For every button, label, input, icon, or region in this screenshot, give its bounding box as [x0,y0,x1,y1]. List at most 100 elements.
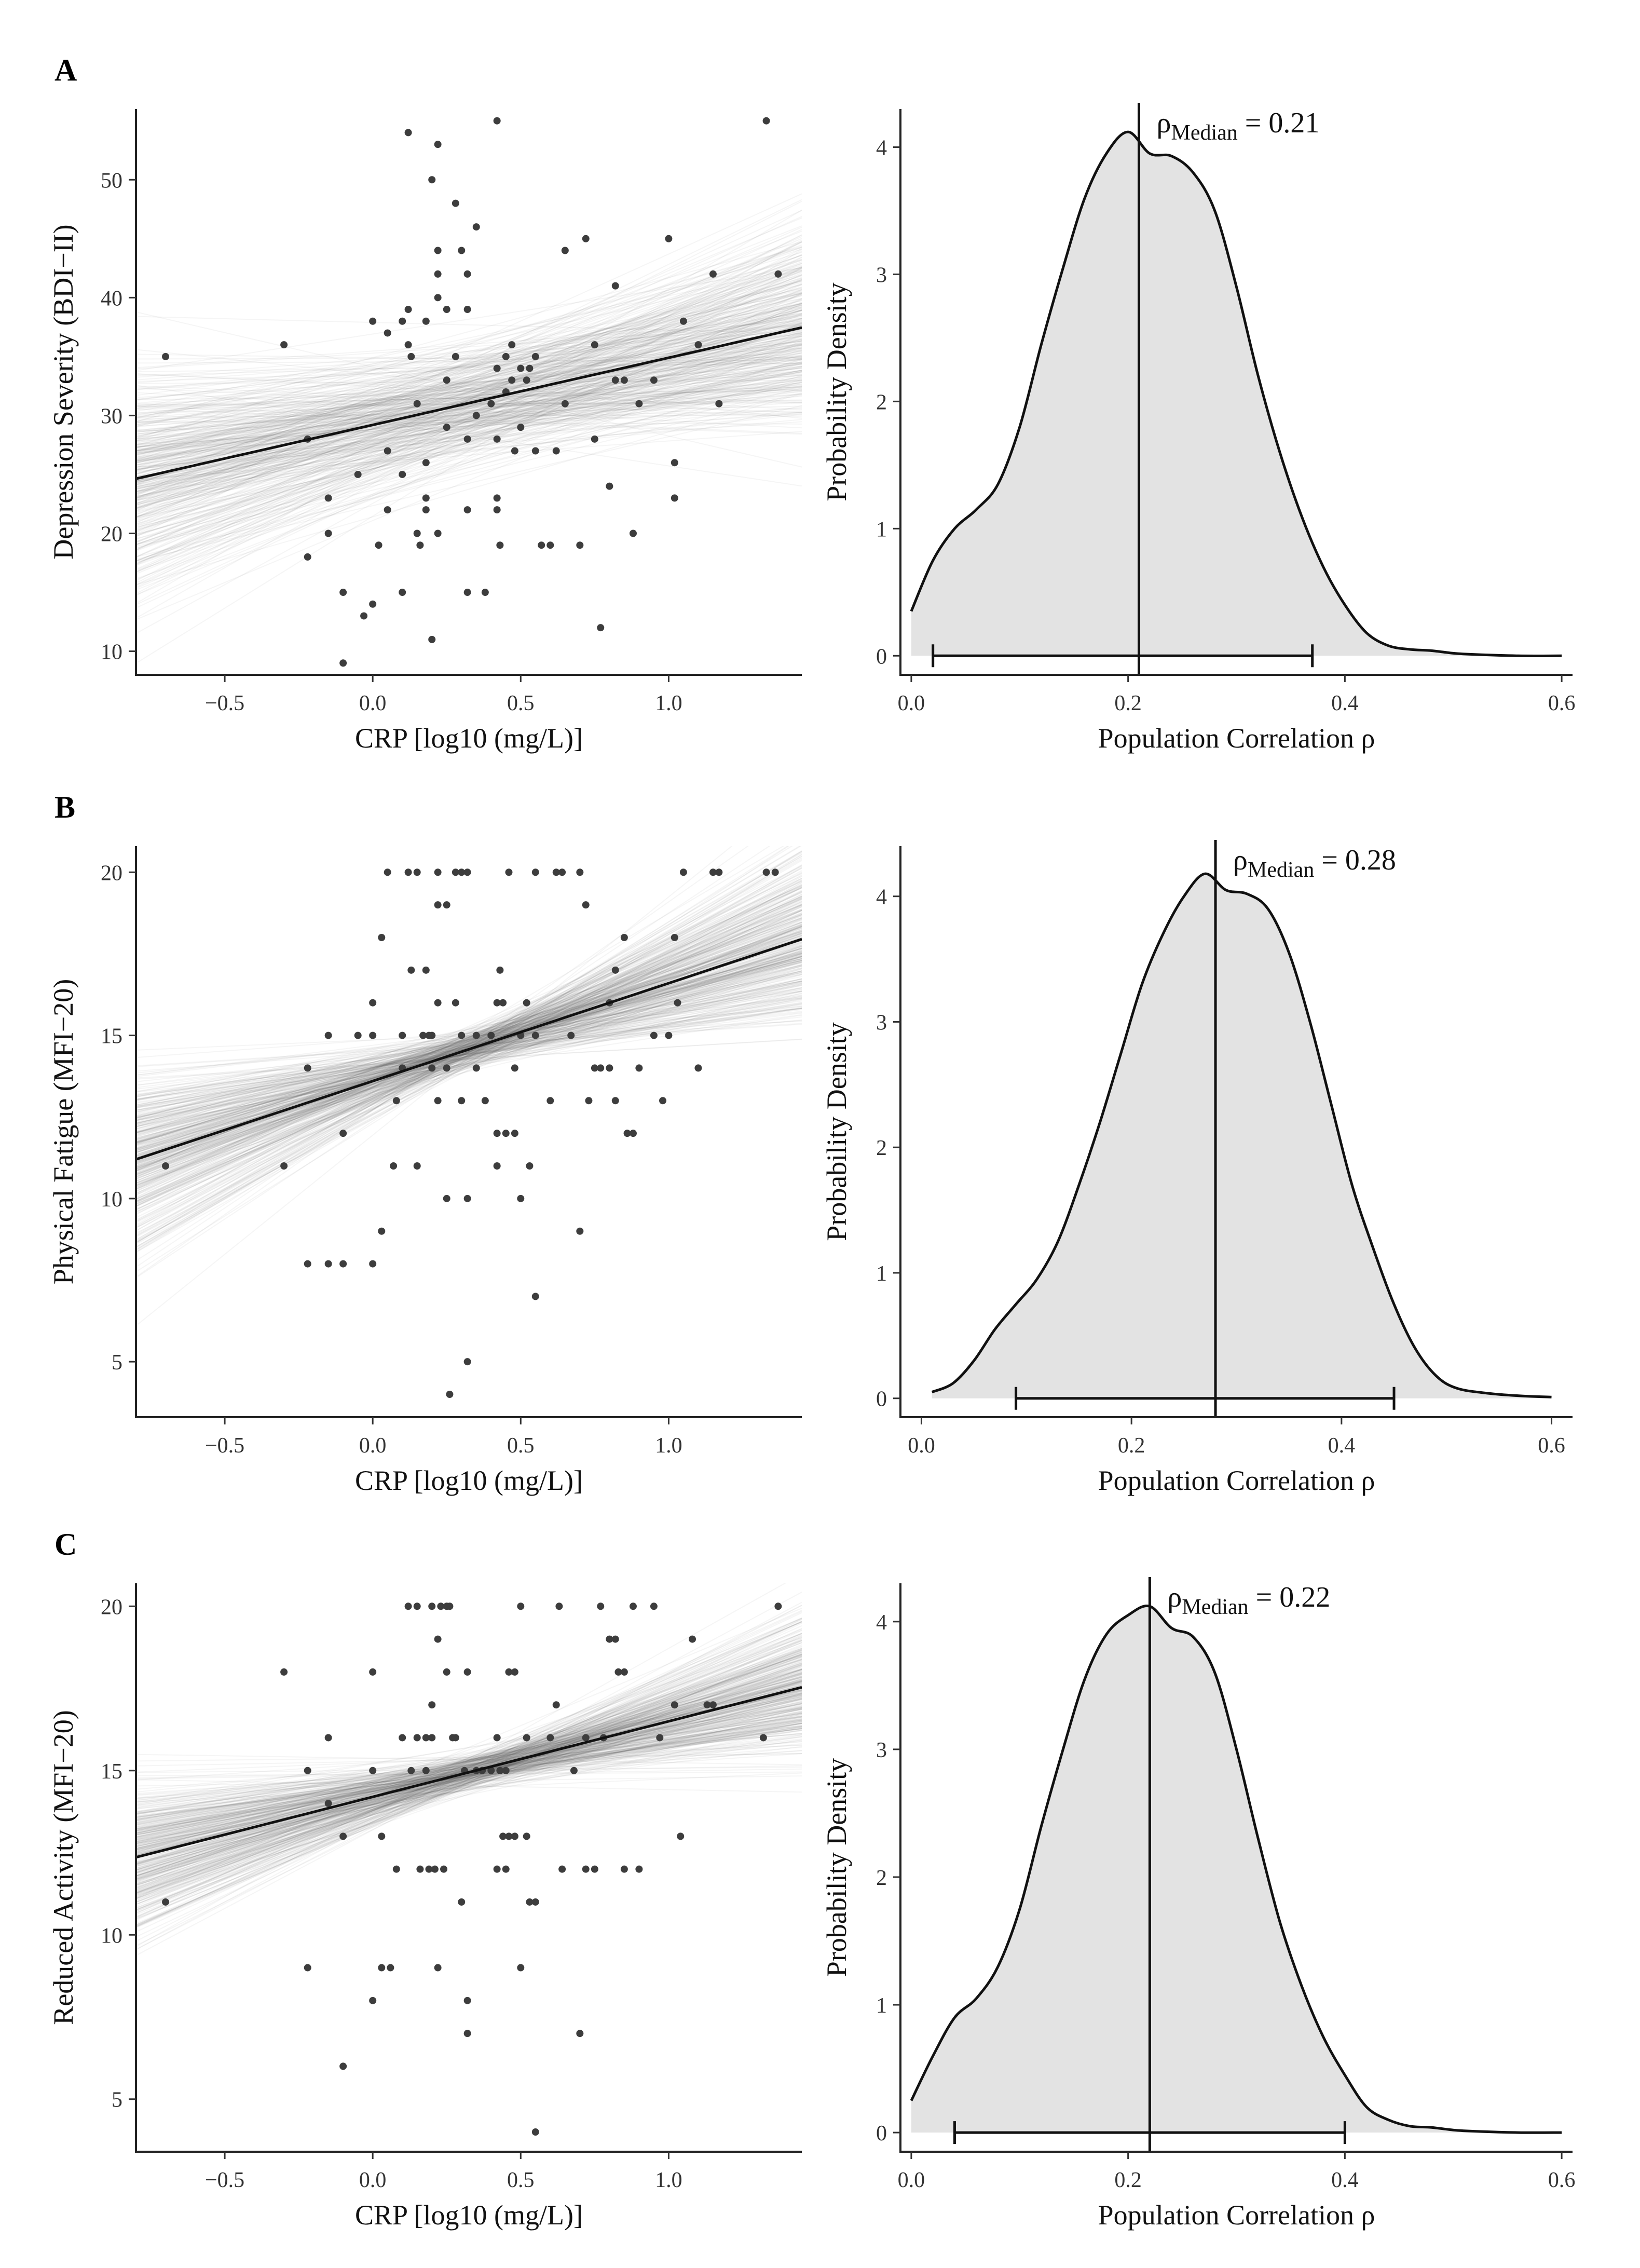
y-tick-label: 10 [101,641,122,664]
posterior-line [136,846,793,1251]
posterior-line [136,961,802,1169]
posterior-line [136,1713,802,1822]
posterior-line [136,921,802,1166]
data-point [620,1668,628,1676]
posterior-line [136,300,802,464]
data-point [324,1734,332,1742]
posterior-line [136,924,802,1177]
posterior-line [136,369,802,528]
data-point [384,329,391,337]
posterior-line [136,915,802,1163]
posterior-line [136,1698,802,1867]
posterior-line [136,925,802,1210]
data-point [413,1162,421,1170]
posterior-line [136,1008,802,1109]
posterior-line [136,961,802,1111]
posterior-line [136,268,802,485]
data-point [369,999,377,1007]
posterior-line [136,964,802,1143]
posterior-line [136,263,802,506]
posterior-line [136,1733,802,1790]
posterior-line [136,338,802,441]
y-tick-label: 40 [101,287,122,310]
panel-label-a: A [54,53,77,87]
posterior-line [136,1722,802,1828]
posterior-line [136,1655,802,1856]
posterior-line [136,909,802,1178]
data-point [635,1865,643,1873]
posterior-line [136,930,802,1158]
posterior-line [136,856,802,1237]
posterior-line [136,399,802,410]
posterior-line [136,946,802,1184]
posterior-line [136,280,802,504]
data-point [517,1194,525,1202]
posterior-line [136,389,802,448]
posterior-line [136,1668,802,1896]
posterior-line [136,328,802,463]
posterior-line [136,294,802,494]
posterior-line [136,905,802,1207]
posterior-line [136,359,802,364]
posterior-line [136,891,802,1220]
posterior-line [136,978,802,1133]
posterior-line [136,405,802,562]
posterior-line [136,349,802,419]
posterior-line [136,279,802,562]
posterior-line [136,370,802,486]
posterior-line [136,1708,802,1856]
data-point [709,868,717,876]
regression-line [136,938,802,1161]
posterior-line [136,318,802,454]
posterior-line [136,325,802,390]
posterior-line [136,390,802,477]
posterior-line [136,919,802,1176]
data-point [493,117,501,125]
data-point [505,1668,513,1676]
posterior-line [136,882,802,1243]
data-point [546,1734,554,1742]
posterior-line [136,1679,802,1871]
posterior-line [136,1725,802,1806]
x-tick-label: 1.0 [655,2168,682,2192]
posterior-line [136,348,802,481]
data-point [443,376,450,384]
posterior-line [136,307,802,546]
data-point [629,1602,637,1610]
posterior-line [136,1676,802,1866]
posterior-line [136,362,802,460]
data-point [428,635,436,643]
posterior-line [136,1720,802,1858]
posterior-line [136,386,802,431]
posterior-line [136,308,802,474]
posterior-line [136,1672,802,1877]
posterior-line [136,931,802,1145]
posterior-line [136,904,802,1171]
posterior-line [136,1635,802,1917]
posterior-line [136,1016,802,1093]
posterior-line [136,1692,802,1815]
posterior-line [136,973,802,1106]
posterior-line [136,1669,802,1865]
data-point [511,1064,518,1072]
data-point [546,541,554,549]
posterior-line [136,383,802,487]
data-point [452,352,459,360]
density-curve [910,1605,1562,2134]
posterior-line [136,279,802,476]
posterior-line [136,993,802,1119]
posterior-line [136,1696,802,1844]
posterior-line [136,944,802,1119]
posterior-line [136,313,802,452]
posterior-line [136,952,802,1134]
posterior-line [136,1726,802,1835]
data-point [677,1832,685,1840]
data-point [304,1767,311,1774]
data-point [324,529,332,537]
data-point [472,412,480,419]
data-point [620,1865,628,1873]
posterior-line [136,1649,802,1924]
posterior-line [136,216,802,519]
posterior-line [136,878,802,1211]
posterior-line [136,339,802,464]
